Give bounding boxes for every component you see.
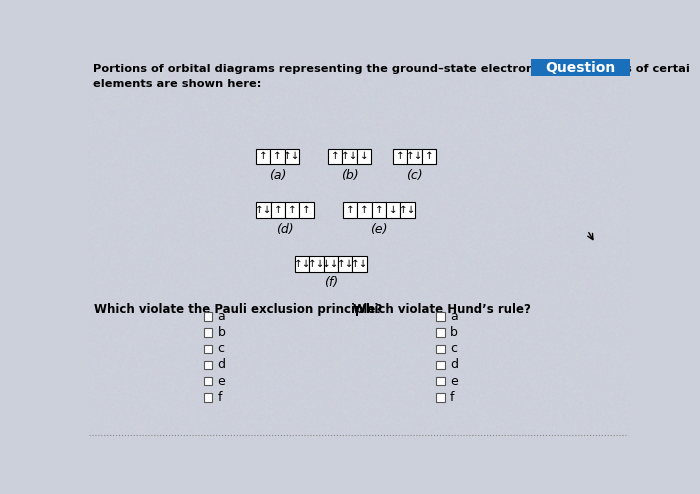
Text: e: e <box>450 374 458 388</box>
Bar <box>256 203 271 218</box>
Text: ↓↓: ↓↓ <box>322 259 340 269</box>
Bar <box>343 203 358 218</box>
Text: ↑: ↑ <box>395 151 405 162</box>
Text: c: c <box>450 342 457 355</box>
Text: ↑: ↑ <box>374 205 384 215</box>
Bar <box>400 203 414 218</box>
Text: Question: Question <box>545 61 615 75</box>
Bar <box>204 361 212 369</box>
Bar <box>352 256 367 272</box>
Bar <box>323 256 338 272</box>
Text: Which violate Hund’s rule?: Which violate Hund’s rule? <box>353 303 531 316</box>
Bar <box>271 203 285 218</box>
Bar <box>436 312 445 321</box>
Bar <box>338 256 352 272</box>
Text: ↑↓: ↑↓ <box>283 151 300 162</box>
Text: a: a <box>450 310 458 323</box>
Bar <box>358 203 372 218</box>
Text: d: d <box>218 359 225 371</box>
Text: e: e <box>218 374 225 388</box>
Bar <box>436 329 445 337</box>
Text: f: f <box>218 391 222 404</box>
Bar <box>393 149 407 164</box>
Bar <box>436 377 445 385</box>
Bar <box>284 149 299 164</box>
Text: a: a <box>218 310 225 323</box>
Text: (e): (e) <box>370 222 388 236</box>
Text: ↑↓: ↑↓ <box>308 259 326 269</box>
Bar <box>309 256 323 272</box>
Bar <box>407 149 421 164</box>
Text: f: f <box>450 391 455 404</box>
Bar <box>421 149 436 164</box>
Text: ↑↓: ↑↓ <box>255 205 272 215</box>
Text: ↑↓: ↑↓ <box>351 259 368 269</box>
Bar <box>204 329 212 337</box>
Bar <box>342 149 356 164</box>
Text: Which violate the Pauli exclusion principle?: Which violate the Pauli exclusion princi… <box>94 303 382 316</box>
Text: ↑↓: ↑↓ <box>293 259 311 269</box>
Text: (a): (a) <box>269 168 286 182</box>
Bar <box>372 203 386 218</box>
Text: d: d <box>450 359 459 371</box>
Bar <box>295 256 309 272</box>
Text: (f): (f) <box>324 277 338 289</box>
Text: Portions of orbital diagrams representing the ground–state electron configuratio: Portions of orbital diagrams representin… <box>93 64 690 74</box>
Text: ↑: ↑ <box>288 205 297 215</box>
Text: ↑: ↑ <box>273 151 281 162</box>
Bar <box>285 203 300 218</box>
Text: b: b <box>450 326 458 339</box>
Text: ↑↓: ↑↓ <box>399 205 416 215</box>
Text: b: b <box>218 326 225 339</box>
Bar <box>204 393 212 402</box>
Text: ↑↓: ↑↓ <box>337 259 354 269</box>
Bar <box>436 361 445 369</box>
Bar <box>436 393 445 402</box>
Bar <box>204 345 212 353</box>
Text: (b): (b) <box>341 168 358 182</box>
Text: c: c <box>218 342 225 355</box>
Text: ↑↓: ↑↓ <box>341 151 358 162</box>
Bar <box>270 149 284 164</box>
Bar <box>356 149 371 164</box>
Bar <box>300 203 314 218</box>
Bar <box>204 377 212 385</box>
Text: (d): (d) <box>276 222 294 236</box>
Bar <box>328 149 342 164</box>
Text: ↓: ↓ <box>389 205 398 215</box>
Text: (c): (c) <box>406 168 423 182</box>
Text: ↑: ↑ <box>274 205 282 215</box>
Bar <box>531 59 630 76</box>
Text: ↑: ↑ <box>259 151 267 162</box>
Text: ↓: ↓ <box>359 151 368 162</box>
Bar <box>386 203 400 218</box>
Text: ↑: ↑ <box>302 205 311 215</box>
Text: ↑: ↑ <box>330 151 340 162</box>
Bar <box>204 312 212 321</box>
Text: elements are shown here:: elements are shown here: <box>93 80 261 89</box>
Text: ↑↓: ↑↓ <box>406 151 424 162</box>
Text: ↑: ↑ <box>424 151 433 162</box>
Bar <box>436 345 445 353</box>
Text: ↑: ↑ <box>360 205 369 215</box>
Text: ↑: ↑ <box>346 205 355 215</box>
Bar <box>256 149 270 164</box>
